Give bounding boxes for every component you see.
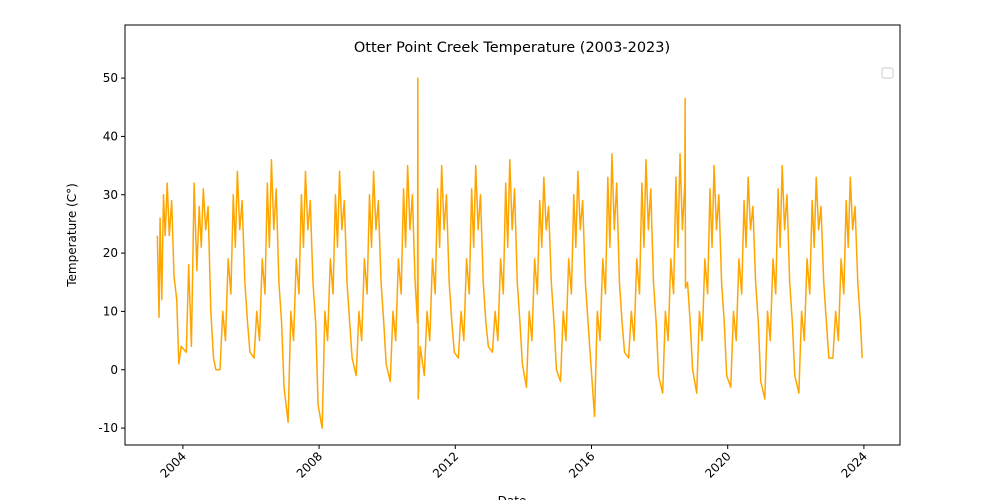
plot-frame (124, 24, 901, 446)
y-tick-label: 20 (103, 246, 118, 260)
y-axis-label: Temperature (C°) (65, 183, 79, 288)
y-tick-label: 0 (110, 363, 118, 377)
y-tick-label: 50 (103, 71, 118, 85)
y-tick-label: 40 (103, 129, 118, 143)
y-tick-label: -10 (98, 421, 118, 435)
data-line (156, 77, 863, 429)
x-axis-label: Date (498, 494, 527, 500)
y-tick-label: 10 (103, 304, 118, 318)
chart-title: Otter Point Creek Temperature (2003-2023… (354, 40, 670, 56)
y-tick-label: 30 (103, 188, 118, 202)
legend-box (881, 67, 894, 79)
